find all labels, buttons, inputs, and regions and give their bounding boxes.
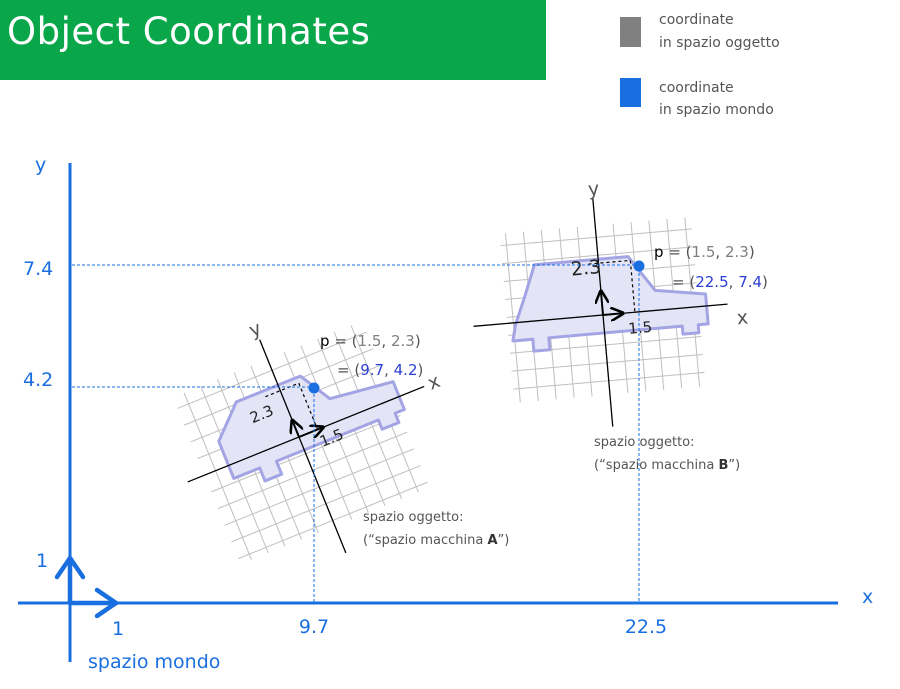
world-unit-x-label: 1 xyxy=(112,618,124,640)
legend-world-label-1: coordinate xyxy=(659,80,734,96)
car-b-len-x: 1.5 xyxy=(628,318,653,338)
world-x-tick-9-7: 9.7 xyxy=(299,616,329,638)
car-b-body xyxy=(511,255,710,353)
world-x-unit-arrowhead xyxy=(94,587,119,619)
world-projections xyxy=(72,264,640,603)
car-a-dashed-projection xyxy=(265,382,319,430)
legend-world-label-2: in spazio mondo xyxy=(659,102,774,118)
car-a-world-coords: = (9.7, 4.2) xyxy=(337,361,423,379)
car-a-y-label: y xyxy=(246,317,265,342)
car-a-caption-line-1: spazio oggetto: xyxy=(363,510,464,525)
car-b-x-unit-arrow xyxy=(602,313,623,315)
title-bar: Object Coordinates xyxy=(0,0,546,80)
world-unit-y-label: 1 xyxy=(36,550,48,572)
car-b-x-axis xyxy=(473,303,728,327)
car-b-object-coords: p = (1.5, 2.3) xyxy=(654,243,755,261)
car-a-object-coords: p = (1.5, 2.3) xyxy=(320,332,421,350)
world-x-tick-22-5: 22.5 xyxy=(625,616,667,638)
page-title: Object Coordinates xyxy=(7,10,371,53)
car-b-caption-line-2: (“spazio macchina B”) xyxy=(594,458,740,473)
car-b-dashed-projection xyxy=(588,259,636,313)
car-a-caption-line-2: (“spazio macchina A”) xyxy=(363,533,509,548)
car-b-world-coords: = (22.5, 7.4) xyxy=(672,273,768,291)
legend-object-label-2: in spazio oggetto xyxy=(659,35,780,51)
car-b-len-y: 2.3 xyxy=(570,256,602,281)
car-a-x-label: x xyxy=(425,370,444,395)
car-b-y-label: y xyxy=(587,178,600,201)
legend-world-swatch xyxy=(620,78,641,107)
world-y-label: y xyxy=(35,154,46,176)
world-space-label: spazio mondo xyxy=(88,651,220,673)
car-b-caption-line-1: spazio oggetto: xyxy=(594,435,695,450)
world-y-tick-4-2: 4.2 xyxy=(23,369,53,391)
car-a-y-unit-arrow xyxy=(292,420,299,438)
world-x-label: x xyxy=(862,586,873,608)
car-a-x-unit-arrow xyxy=(298,427,323,437)
world-y-unit-arrowhead xyxy=(54,555,86,580)
car-b-point-p xyxy=(633,260,645,272)
car-b-object-space: 1.5 2.3 x y xyxy=(473,178,749,427)
legend-object-label-1: coordinate xyxy=(659,12,734,28)
car-a-y-axis xyxy=(259,339,347,554)
car-a-point-p xyxy=(308,382,320,394)
car-b-x-label: x xyxy=(736,306,749,329)
world-y-tick-7-4: 7.4 xyxy=(23,258,53,280)
legend-object-swatch xyxy=(620,17,641,47)
car-b-y-unit-arrow xyxy=(601,291,603,316)
